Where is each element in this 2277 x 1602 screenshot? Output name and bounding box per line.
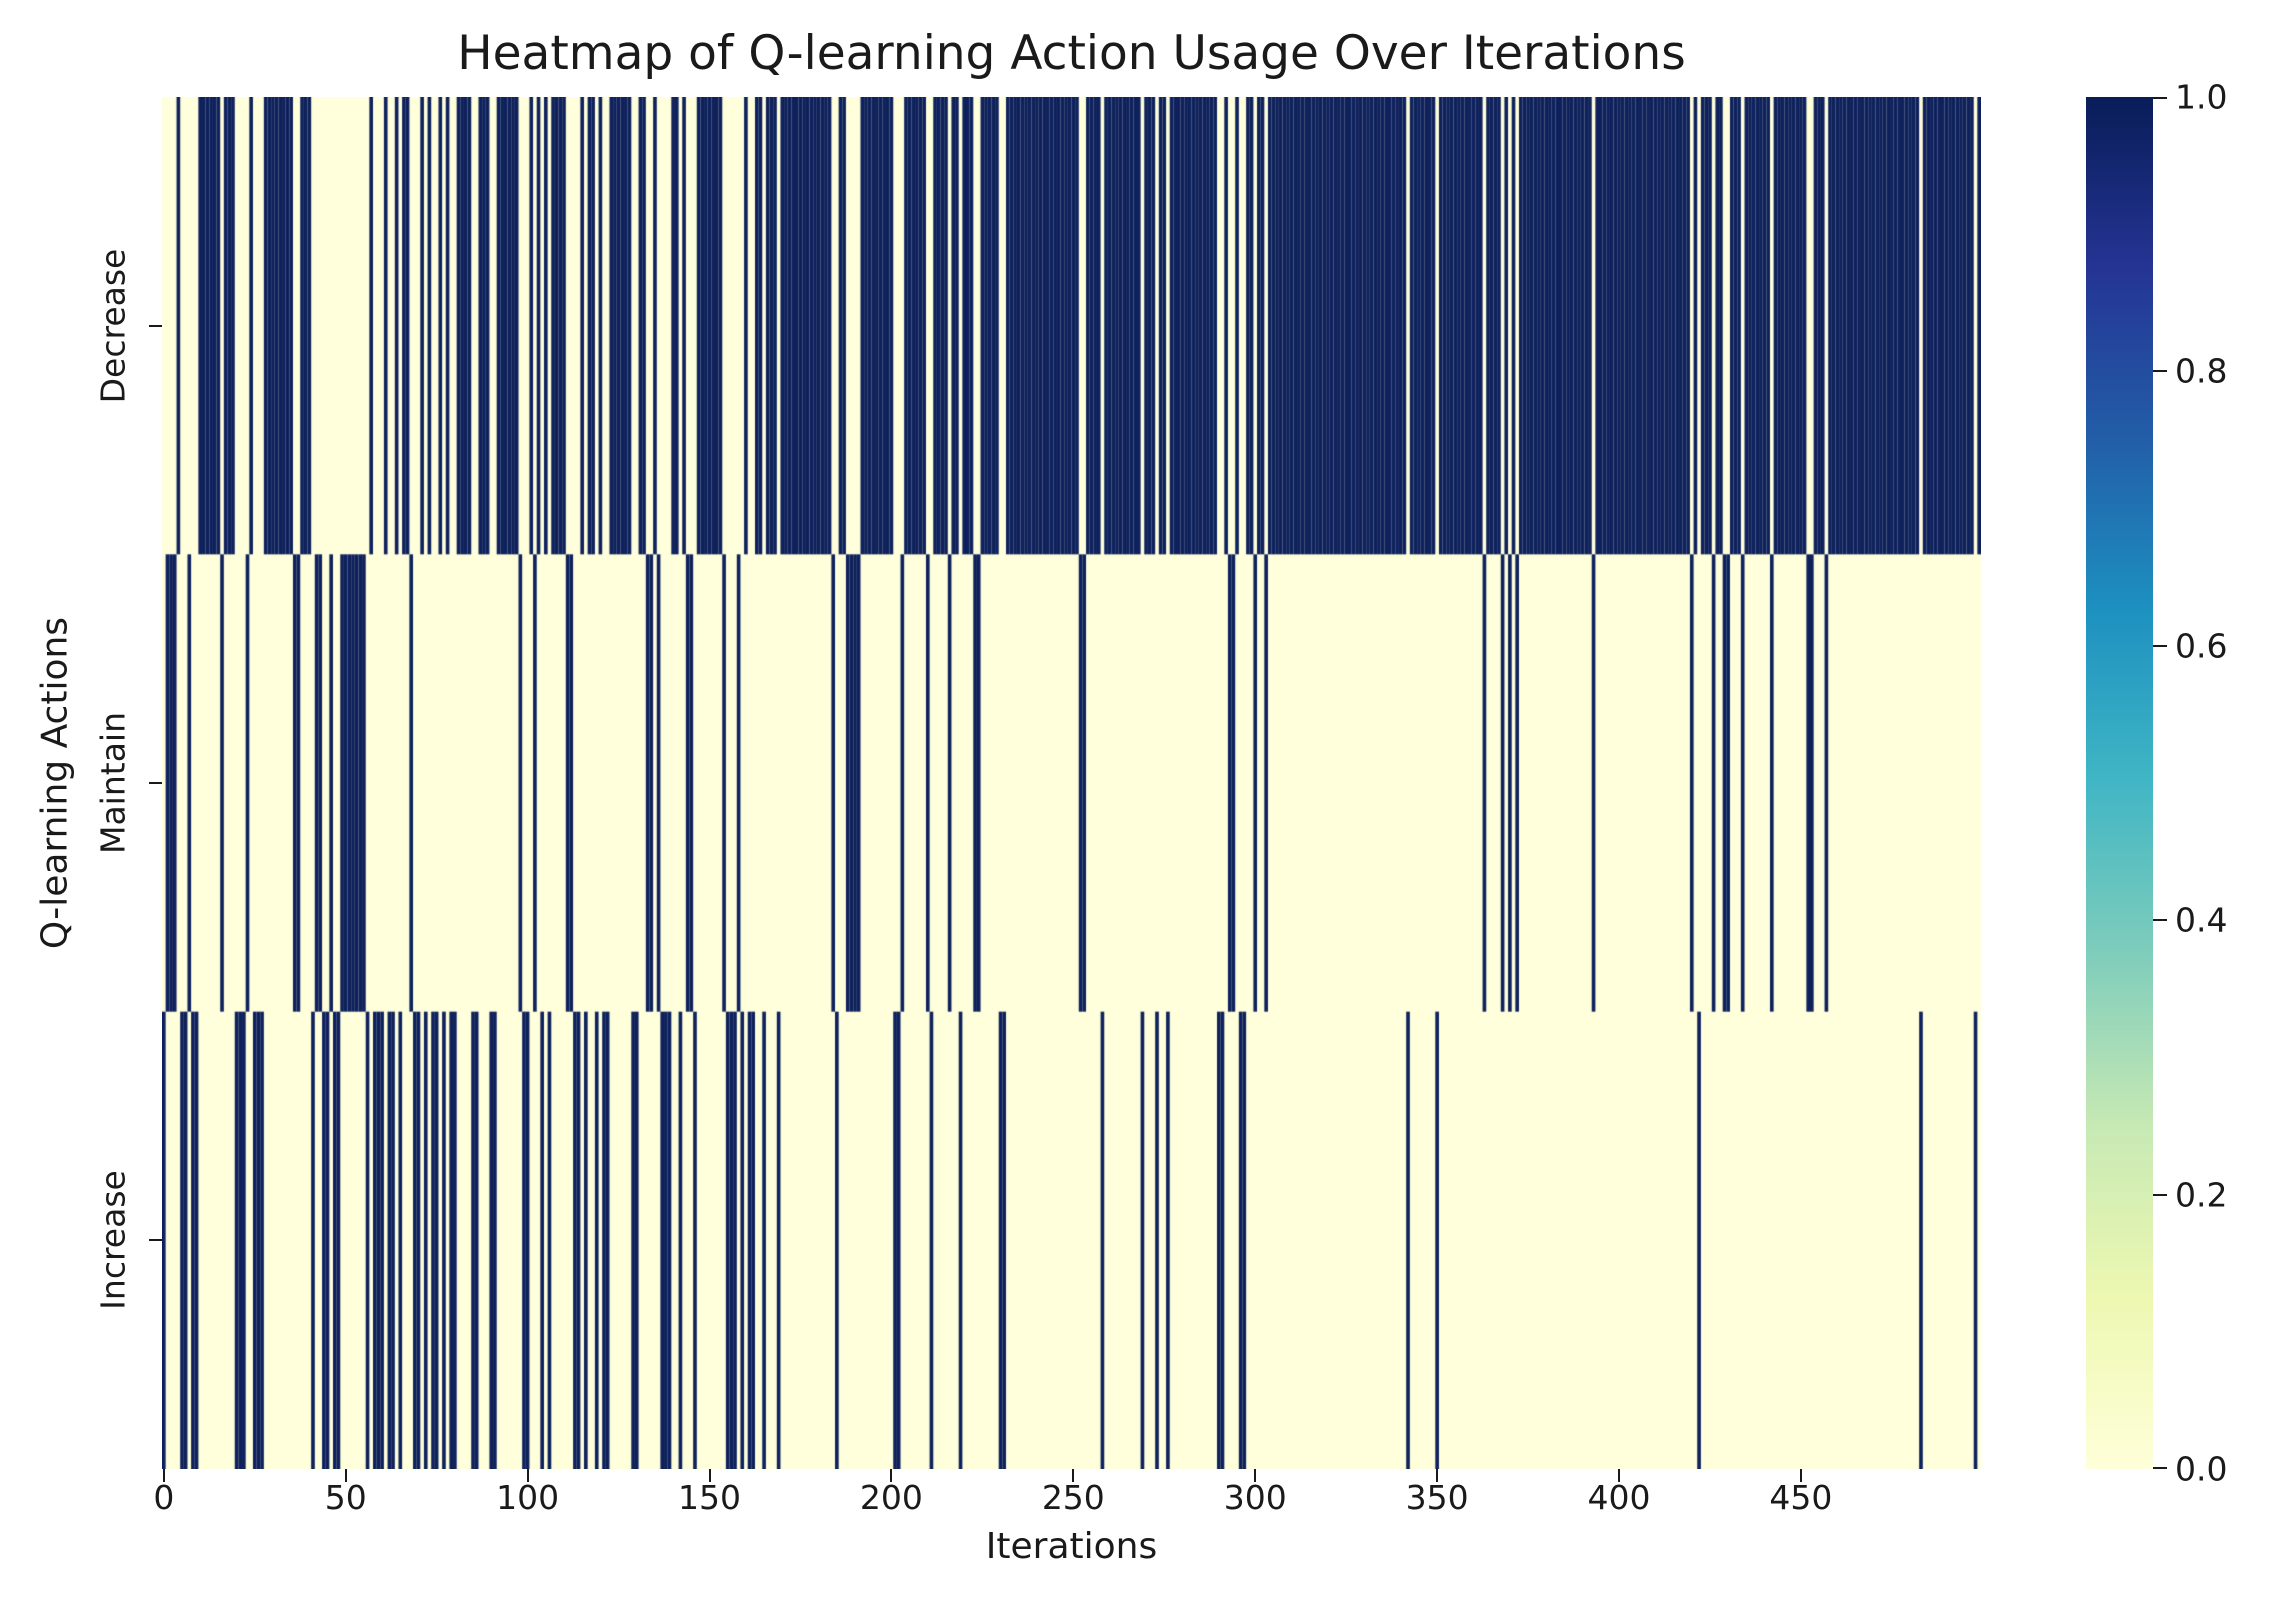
colorbar-tick-label: 0.6 [2175,626,2228,666]
x-tick-mark [1254,1469,1257,1482]
x-tick-label: 150 [678,1478,742,1517]
x-tick-mark [890,1469,893,1482]
x-tick-label: 400 [1587,1478,1651,1517]
x-axis-label: Iterations [985,1526,1158,1567]
colorbar-tick-mark [2153,97,2167,99]
colorbar-tick-mark [2153,644,2167,647]
chart-title: Heatmap of Q-learning Action Usage Over … [457,26,1686,81]
colorbar-tick-mark [2153,1193,2167,1196]
x-tick-label: 0 [153,1478,175,1517]
y-tick-label: Maintain [93,711,133,855]
x-tick-mark [526,1469,529,1482]
y-tick-label: Decrease [93,248,133,404]
colorbar-tick-label: 0.0 [2175,1449,2228,1489]
x-tick-label: 350 [1405,1478,1469,1517]
colorbar [2086,97,2153,1469]
y-tick-mark [149,782,162,784]
x-tick-label: 50 [324,1478,367,1517]
x-tick-mark [1618,1469,1621,1482]
colorbar-tick-label: 1.0 [2175,77,2228,117]
colorbar-tick-label: 0.4 [2175,900,2228,940]
colorbar-tick-mark [2153,919,2167,922]
colorbar-tick-mark [2153,1467,2167,1469]
colorbar-tick-mark [2153,370,2167,373]
x-tick-mark [1799,1469,1802,1482]
x-tick-mark [344,1469,347,1482]
colorbar-tick-label: 0.2 [2175,1175,2228,1215]
x-tick-label: 250 [1041,1478,1105,1517]
x-tick-mark [162,1469,165,1482]
y-tick-mark [149,1239,162,1242]
y-axis-label: Q-learning Actions [34,616,76,950]
y-tick-mark [149,324,162,327]
x-tick-label: 200 [859,1478,923,1517]
x-tick-label: 300 [1223,1478,1287,1517]
heatmap-canvas [162,97,1981,1469]
x-tick-mark [1072,1469,1075,1482]
x-tick-label: 100 [496,1478,560,1517]
x-tick-mark [1436,1469,1439,1482]
y-tick-label: Increase [93,1170,133,1311]
x-tick-label: 450 [1769,1478,1833,1517]
colorbar-tick-label: 0.8 [2175,351,2228,391]
x-tick-mark [708,1469,711,1482]
